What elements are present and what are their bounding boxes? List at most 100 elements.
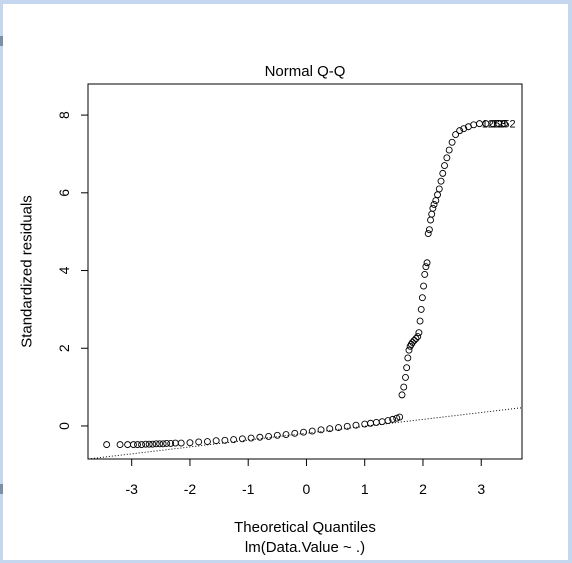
data-point <box>398 391 406 399</box>
y-axis: 0 2 4 6 8 <box>56 111 88 430</box>
data-point <box>145 440 153 448</box>
data-point <box>384 417 392 424</box>
x-tick-label: 2 <box>419 481 427 497</box>
data-point <box>156 440 164 448</box>
data-point <box>343 422 351 430</box>
data-point <box>335 424 342 431</box>
data-point <box>415 329 423 337</box>
data-point <box>149 440 157 448</box>
data-point <box>470 121 478 129</box>
data-point <box>308 427 316 435</box>
data-point <box>445 146 453 154</box>
data-point <box>103 441 111 449</box>
data-point <box>291 429 299 437</box>
data-point <box>452 131 460 138</box>
chart-title: Normal Q-Q <box>265 63 346 80</box>
reference-line <box>87 407 523 460</box>
data-point <box>402 373 409 381</box>
data-point <box>134 441 141 449</box>
data-point <box>427 216 434 224</box>
data-point <box>221 436 229 444</box>
data-point <box>501 120 508 128</box>
data-point <box>437 177 445 185</box>
data-point <box>152 440 160 448</box>
data-point <box>282 431 290 438</box>
data-point <box>400 383 408 391</box>
x-axis-sublabel: lm(Data.Value ~ .) <box>245 539 365 556</box>
data-point <box>203 438 211 445</box>
data-point <box>405 346 413 354</box>
data-point <box>424 230 432 238</box>
data-point <box>409 338 416 346</box>
data-point <box>195 438 203 446</box>
point-label: 1252 <box>491 119 515 131</box>
data-point <box>432 197 440 205</box>
y-tick-label: 8 <box>56 111 72 119</box>
data-point <box>422 263 430 271</box>
data-point <box>256 433 264 441</box>
data-point <box>443 154 451 162</box>
data-point <box>163 440 171 447</box>
data-point <box>420 282 427 290</box>
data-point <box>389 415 397 423</box>
data-point <box>238 435 246 443</box>
data-point <box>247 434 255 442</box>
data-point <box>138 441 146 449</box>
data-point <box>177 439 185 447</box>
window-left-notch <box>0 36 3 46</box>
data-point <box>273 431 281 439</box>
data-point <box>412 335 420 342</box>
data-point <box>406 342 414 350</box>
data-point <box>430 201 438 208</box>
data-point <box>456 127 464 135</box>
x-tick-label: -1 <box>242 481 255 497</box>
x-tick-label: 0 <box>303 481 311 497</box>
x-tick-label: 1 <box>361 481 369 497</box>
x-axis: -3 -2 -1 0 1 2 3 <box>125 459 485 497</box>
data-point <box>396 413 404 421</box>
x-tick-label: -3 <box>125 481 138 497</box>
window-right-border <box>568 0 572 563</box>
data-point <box>439 169 447 177</box>
y-tick-label: 6 <box>56 189 72 197</box>
data-point <box>116 441 124 449</box>
data-point <box>129 441 137 449</box>
data-point <box>435 185 443 193</box>
data-point <box>418 294 426 302</box>
point-label: 1253 <box>482 119 506 131</box>
y-tick-label: 2 <box>56 344 72 352</box>
x-axis-label: Theoretical Quantiles <box>234 519 376 536</box>
data-point <box>414 333 422 341</box>
data-point <box>460 125 468 133</box>
data-point <box>352 421 360 429</box>
data-point <box>421 270 429 278</box>
data-point <box>425 226 433 234</box>
y-tick-label: 0 <box>56 422 72 430</box>
y-tick-label: 4 <box>56 266 72 274</box>
data-point <box>429 204 437 212</box>
data-point <box>142 440 150 448</box>
data-point <box>317 426 325 434</box>
window-left-border <box>0 0 3 563</box>
data-point <box>372 419 380 426</box>
data-point <box>265 433 273 440</box>
data-point <box>417 305 425 313</box>
data-point <box>403 364 411 372</box>
data-point <box>186 439 194 447</box>
window-bottom-border <box>0 560 572 563</box>
window-top-border <box>0 0 572 4</box>
data-point <box>212 437 220 445</box>
data-point <box>159 440 167 448</box>
data-point <box>404 354 412 362</box>
data-point <box>434 191 441 199</box>
data-point <box>428 210 436 218</box>
window-left-notch <box>0 484 3 494</box>
data-point <box>326 425 334 433</box>
data-point <box>167 440 175 447</box>
data-point <box>423 259 431 267</box>
data-point <box>378 418 386 426</box>
data-point <box>482 120 490 128</box>
data-point <box>230 436 238 444</box>
